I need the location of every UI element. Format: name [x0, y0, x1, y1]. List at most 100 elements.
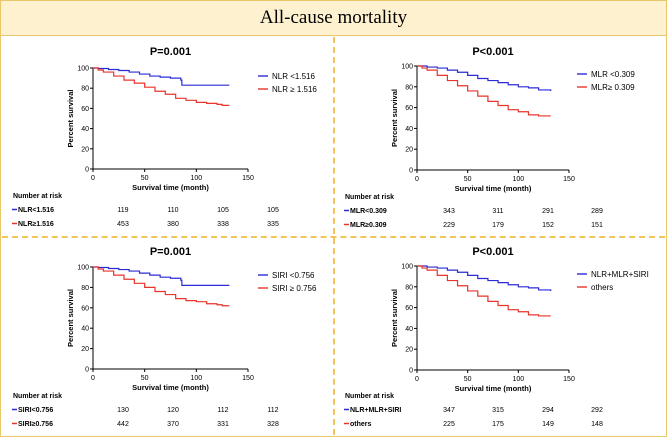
legend-label: NLR ≥ 1.516 — [272, 85, 317, 94]
legend-label: MLR <0.309 — [591, 70, 635, 79]
km-panel-nlr: P=0.001 0 20 40 60 80 100 0 50 100 150 Survival tim… — [3, 38, 333, 236]
horizontal-divider — [2, 236, 665, 238]
risk-count: 105 — [217, 207, 229, 214]
x-axis-label: Survival time (month) — [132, 383, 209, 392]
risk-row-label: NLR+MLR+SIRI — [350, 407, 401, 414]
x-tick-label: 50 — [141, 375, 149, 382]
survival-curve-blue — [93, 266, 230, 286]
km-panel-combined: P<0.001 0 20 40 60 80 100 0 50 100 150 Survival tim… — [336, 238, 666, 436]
risk-row-label: others — [350, 421, 372, 428]
x-tick-label: 0 — [415, 376, 419, 383]
survival-curve-blue — [93, 67, 230, 86]
legend-label: others — [591, 283, 613, 292]
x-tick-label: 100 — [512, 176, 524, 183]
risk-count: 380 — [167, 221, 179, 228]
risk-count: 149 — [542, 421, 554, 428]
legend-label: SIRI ≥ 0.756 — [272, 284, 317, 293]
risk-row-label: SIRI<0.756 — [18, 407, 53, 414]
x-tick-label: 100 — [512, 376, 524, 383]
risk-count: 179 — [492, 222, 504, 229]
survival-curve-red — [93, 67, 230, 106]
risk-count: 112 — [267, 407, 278, 414]
risk-row-label: NLR≥1.516 — [18, 221, 54, 228]
y-tick-label: 0 — [409, 368, 413, 375]
x-tick-label: 50 — [141, 175, 149, 182]
risk-count: 347 — [443, 407, 455, 414]
p-value-title: P<0.001 — [472, 46, 513, 58]
y-tick-label: 40 — [405, 126, 413, 133]
y-tick-label: 60 — [81, 305, 89, 312]
risk-count: 289 — [591, 208, 603, 215]
risk-count: 343 — [443, 208, 455, 215]
legend-label: SIRI <0.756 — [272, 271, 315, 280]
km-panel-siri: P=0.001 0 20 40 60 80 100 0 50 100 150 Survival tim… — [3, 238, 333, 436]
risk-count: 311 — [492, 208, 503, 215]
km-panel-mlr: P<0.001 0 20 40 60 80 100 0 50 100 150 Survival tim… — [336, 38, 666, 236]
risk-table-header: Number at risk — [13, 393, 62, 400]
risk-count: 175 — [492, 421, 504, 428]
y-tick-label: 100 — [401, 264, 413, 271]
y-tick-label: 40 — [405, 326, 413, 333]
risk-count: 225 — [443, 421, 455, 428]
risk-count: 453 — [117, 221, 129, 228]
y-axis-label: Percent survival — [66, 90, 75, 148]
y-tick-label: 60 — [405, 105, 413, 112]
risk-count: 328 — [267, 421, 279, 428]
risk-count: 119 — [117, 207, 128, 214]
risk-row-label: NLR<1.516 — [18, 207, 54, 214]
risk-count: 120 — [167, 407, 179, 414]
survival-curve-red — [417, 265, 551, 317]
km-chart-svg: P=0.001 0 20 40 60 80 100 0 50 100 150 Survival tim… — [12, 46, 317, 228]
risk-count: 110 — [167, 207, 178, 214]
y-tick-label: 0 — [409, 168, 413, 175]
y-axis-label: Percent survival — [390, 289, 399, 347]
y-tick-label: 100 — [401, 64, 413, 71]
y-tick-label: 40 — [81, 326, 89, 333]
km-chart-svg: P<0.001 0 20 40 60 80 100 0 50 100 150 Survival tim… — [344, 246, 649, 428]
risk-table-header: Number at risk — [13, 193, 62, 200]
x-tick-label: 0 — [91, 175, 95, 182]
risk-count: 338 — [217, 221, 229, 228]
figure-title: All-cause mortality — [1, 1, 666, 36]
y-tick-label: 60 — [405, 305, 413, 312]
risk-row-label: SIRI≥0.756 — [18, 421, 53, 428]
survival-curve-red — [93, 266, 230, 307]
survival-curve-red — [417, 65, 551, 117]
risk-count: 442 — [117, 421, 129, 428]
survival-curve-blue — [417, 265, 552, 291]
y-axis-label: Percent survival — [66, 289, 75, 347]
risk-count: 335 — [267, 221, 279, 228]
x-axis-label: Survival time (month) — [132, 183, 209, 192]
risk-count: 294 — [542, 407, 554, 414]
y-axis-label: Percent survival — [390, 89, 399, 147]
risk-count: 112 — [217, 407, 228, 414]
x-tick-label: 150 — [242, 175, 254, 182]
legend-label: NLR <1.516 — [272, 72, 315, 81]
y-tick-label: 80 — [405, 284, 413, 291]
risk-count: 148 — [591, 421, 603, 428]
y-tick-label: 20 — [405, 347, 413, 354]
y-tick-label: 60 — [81, 106, 89, 113]
risk-count: 315 — [492, 407, 504, 414]
y-tick-label: 0 — [85, 367, 89, 374]
x-tick-label: 150 — [242, 375, 254, 382]
y-tick-label: 80 — [81, 86, 89, 93]
y-tick-label: 40 — [81, 126, 89, 133]
y-tick-label: 100 — [77, 265, 89, 272]
legend-label: NLR+MLR+SIRI — [591, 270, 649, 279]
x-tick-label: 0 — [91, 375, 95, 382]
y-tick-label: 80 — [81, 285, 89, 292]
x-tick-label: 150 — [563, 176, 575, 183]
survival-curve-blue — [417, 65, 552, 91]
risk-count: 130 — [117, 407, 129, 414]
x-tick-label: 50 — [464, 176, 472, 183]
x-tick-label: 50 — [464, 376, 472, 383]
y-tick-label: 80 — [405, 84, 413, 91]
km-chart-svg: P=0.001 0 20 40 60 80 100 0 50 100 150 Survival tim… — [12, 246, 317, 428]
x-tick-label: 100 — [190, 175, 202, 182]
x-tick-label: 100 — [190, 375, 202, 382]
risk-count: 292 — [591, 407, 603, 414]
legend-label: MLR≥ 0.309 — [591, 83, 635, 92]
y-tick-label: 20 — [81, 146, 89, 153]
